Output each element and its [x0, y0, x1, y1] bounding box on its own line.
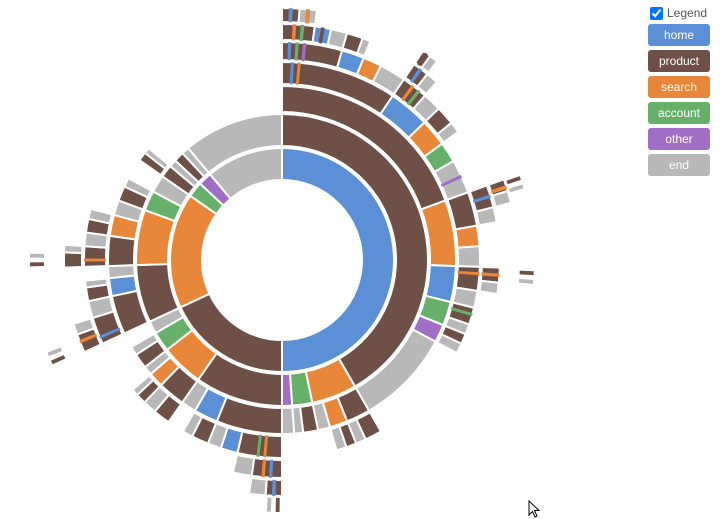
- sunburst-arc[interactable]: [108, 236, 135, 266]
- legend-item-product[interactable]: product: [648, 50, 710, 72]
- sunburst-arc[interactable]: [282, 24, 315, 42]
- sunburst-arc: [276, 498, 280, 512]
- sunburst-arc[interactable]: [64, 252, 82, 267]
- sunburst-arc: [506, 176, 520, 184]
- legend-item-account[interactable]: account: [648, 102, 710, 124]
- sunburst-arc[interactable]: [458, 246, 480, 267]
- legend-item-end[interactable]: end: [648, 154, 710, 176]
- sunburst-arc: [84, 258, 106, 261]
- sunburst-arc: [30, 262, 44, 266]
- sunburst-arc: [520, 271, 534, 276]
- sunburst-arc: [51, 355, 65, 364]
- sunburst-chart[interactable]: [0, 0, 560, 519]
- sunburst-arc[interactable]: [64, 245, 82, 253]
- sunburst-arc[interactable]: [252, 458, 282, 478]
- sunburst-arc: [519, 279, 533, 284]
- sunburst-arc: [30, 254, 44, 258]
- sunburst-arc[interactable]: [84, 246, 106, 267]
- sunburst-arc[interactable]: [233, 455, 254, 476]
- legend-toggle-checkbox[interactable]: [650, 7, 663, 20]
- sunburst-arc[interactable]: [282, 408, 294, 434]
- sunburst-arc: [267, 498, 272, 512]
- sunburst-arc: [509, 184, 524, 192]
- legend-item-search[interactable]: search: [648, 76, 710, 98]
- sunburst-arc[interactable]: [480, 281, 499, 294]
- sunburst-arc[interactable]: [476, 207, 497, 225]
- sunburst-arc: [48, 347, 62, 356]
- sunburst-arc[interactable]: [282, 374, 292, 406]
- legend-item-other[interactable]: other: [648, 128, 710, 150]
- sunburst-arc: [288, 8, 292, 22]
- chart-legend: Legend home product search account other end: [648, 6, 710, 176]
- sunburst-arc[interactable]: [455, 226, 479, 248]
- sunburst-arc: [272, 480, 276, 496]
- legend-item-home[interactable]: home: [648, 24, 710, 46]
- legend-title: Legend: [667, 6, 707, 20]
- sunburst-arc[interactable]: [249, 478, 266, 496]
- sunburst-arc[interactable]: [108, 265, 135, 278]
- legend-header: Legend: [648, 6, 710, 20]
